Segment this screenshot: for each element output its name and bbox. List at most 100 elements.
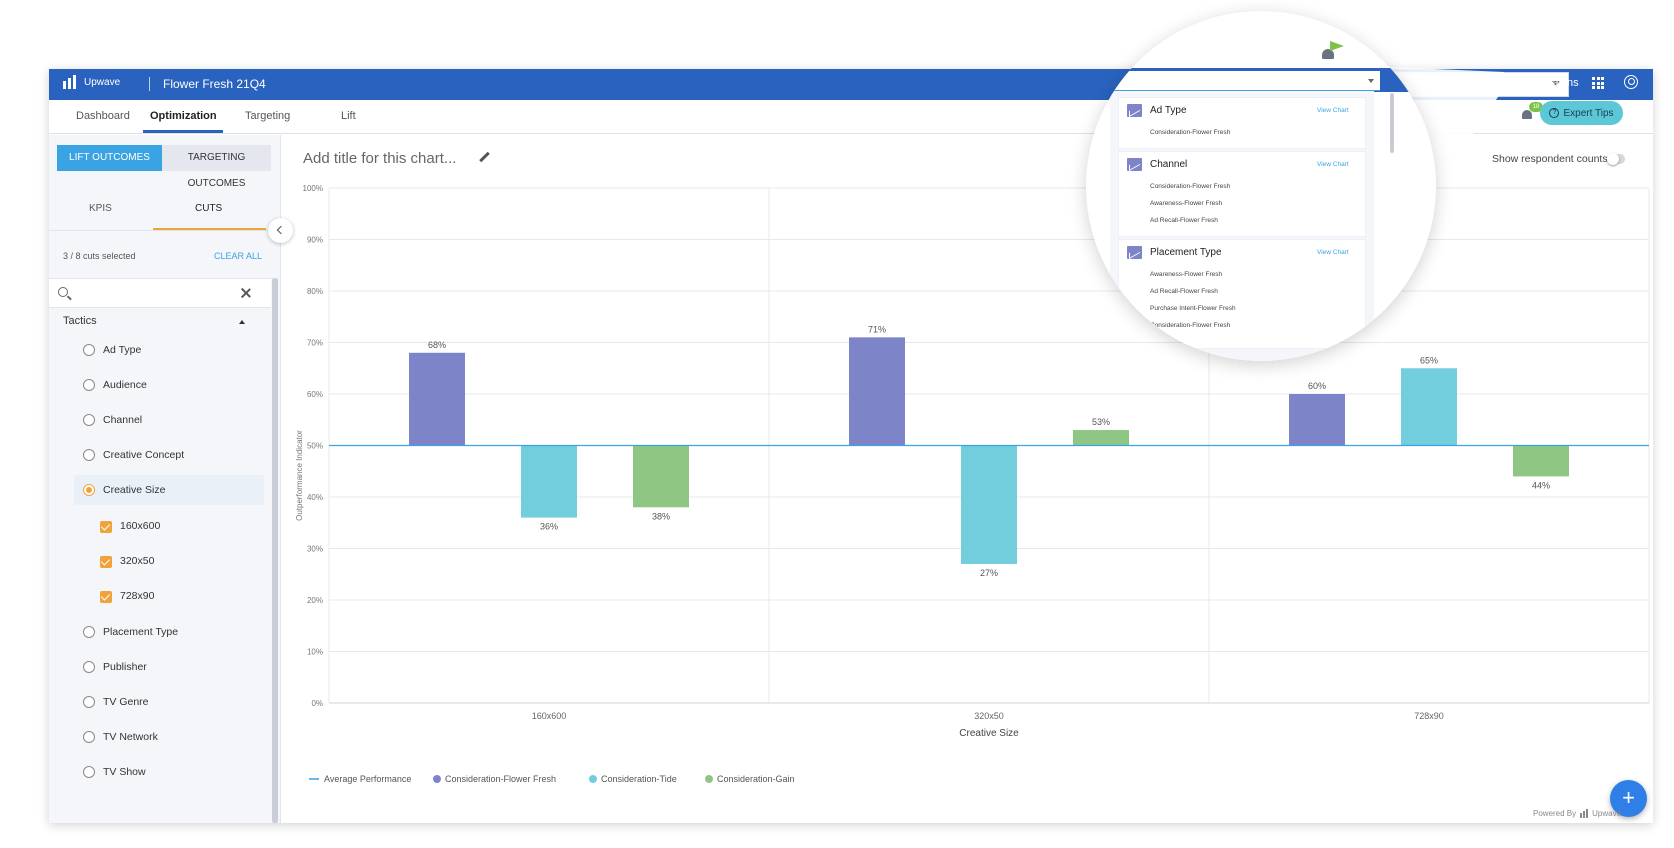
dropdown-selected-value: All <box>1112 75 1121 84</box>
tab-cuts[interactable]: CUTS <box>195 203 223 214</box>
cuts-search-input[interactable] <box>49 278 271 308</box>
group-item[interactable]: Awareness-Flower Fresh <box>1150 271 1223 278</box>
bar <box>1073 430 1129 446</box>
x-tick-label: 160x600 <box>532 711 567 721</box>
sidebar-subtabs: KPIS CUTS <box>49 183 280 231</box>
cut-option-channel[interactable]: Channel <box>74 405 264 435</box>
y-tick-label: 20% <box>307 596 323 605</box>
data-label: 71% <box>868 324 886 334</box>
bar <box>633 445 689 508</box>
checkbox-728x90[interactable] <box>100 591 112 603</box>
clear-all-link[interactable]: CLEAR ALL <box>214 251 263 261</box>
cuts-sidebar: LIFT OUTCOMES TARGETING OUTCOMES KPIS CU… <box>49 135 281 823</box>
bar <box>1289 394 1345 446</box>
powered-by-label: Powered By <box>1533 809 1577 818</box>
dropdown-caret-icon <box>1368 79 1374 83</box>
legend-marker <box>705 775 713 783</box>
group-item[interactable]: Consideration-Flower Fresh <box>1150 322 1231 329</box>
radio-icon[interactable] <box>83 766 95 778</box>
view-chart-link[interactable]: View Chart <box>1317 107 1349 114</box>
option-label: Publisher <box>103 661 147 673</box>
radio-icon[interactable] <box>83 731 95 743</box>
group-name: Placement Type <box>1150 247 1222 258</box>
option-label: Channel <box>103 414 143 426</box>
group-item[interactable]: Awareness-Flower Fresh <box>1150 200 1223 207</box>
tab-optimization[interactable]: Optimization <box>150 110 217 122</box>
targeting-outcomes-button[interactable]: TARGETING OUTCOMES <box>162 145 271 189</box>
group-item[interactable]: Consideration-Flower Fresh <box>1150 129 1231 136</box>
dropdown-scrollbar[interactable] <box>1390 93 1394 153</box>
view-chart-link[interactable]: View Chart <box>1317 161 1349 168</box>
option-label: Creative Concept <box>103 449 185 461</box>
project-title: Flower Fresh 21Q4 <box>163 77 266 91</box>
lift-outcomes-button[interactable]: LIFT OUTCOMES <box>57 145 162 171</box>
powered-by: Powered By Upwave <box>1533 809 1621 818</box>
tactics-group-header[interactable]: Tactics <box>63 315 97 327</box>
bar <box>961 445 1017 564</box>
brand-logo[interactable]: Upwave <box>63 75 120 89</box>
data-label: 53% <box>1092 417 1110 427</box>
cut-option-creative-size[interactable]: Creative Size <box>74 475 264 505</box>
notification-bell-icon[interactable] <box>1322 41 1344 61</box>
cut-option-tv-network[interactable]: TV Network <box>74 722 264 752</box>
option-label: Audience <box>103 379 147 391</box>
radio-selected-icon[interactable] <box>83 484 95 496</box>
notifications-bell-icon[interactable]: 18 <box>1520 102 1543 122</box>
cut-option-ad-type[interactable]: Ad Type <box>74 335 264 365</box>
outcomes-toggle: LIFT OUTCOMES TARGETING OUTCOMES <box>57 145 271 189</box>
sub-option-label: 728x90 <box>120 590 155 602</box>
radio-icon[interactable] <box>83 344 95 356</box>
cut-option-publisher[interactable]: Publisher <box>74 652 264 682</box>
tab-kpis[interactable]: KPIS <box>89 203 112 214</box>
cut-option-placement-type[interactable]: Placement Type <box>74 617 264 647</box>
group-item[interactable]: Ad Recall-Flower Fresh <box>1150 288 1218 295</box>
collapse-caret-icon[interactable] <box>239 320 245 324</box>
apps-grid-icon[interactable] <box>1592 77 1604 89</box>
radio-icon[interactable] <box>83 626 95 638</box>
dropdown-group-channel[interactable]: Channel View Chart Consideration-Flower … <box>1118 151 1366 237</box>
add-fab-button[interactable]: + <box>1610 780 1647 817</box>
user-account-icon[interactable] <box>1624 75 1638 89</box>
checkbox-320x50[interactable] <box>100 556 112 568</box>
zoom-magnifier: All Ad Type View Chart Consideration-Flo… <box>1086 11 1436 361</box>
cut-option-tv-genre[interactable]: TV Genre <box>74 687 264 717</box>
dropdown-group-ad-type[interactable]: Ad Type View Chart Consideration-Flower … <box>1118 97 1366 149</box>
collapse-sidebar-button[interactable] <box>268 218 293 243</box>
dropdown-group-placement-type[interactable]: Placement Type View Chart Awareness-Flow… <box>1118 239 1366 349</box>
option-label: TV Genre <box>103 696 149 708</box>
radio-icon[interactable] <box>83 449 95 461</box>
radio-icon[interactable] <box>83 661 95 673</box>
expert-tips-button[interactable]: ? Expert Tips <box>1540 101 1623 125</box>
respondent-counts-toggle[interactable] <box>1607 153 1625 165</box>
view-chart-link[interactable]: View Chart <box>1317 249 1349 256</box>
group-item[interactable]: Ad Recall-Flower Fresh <box>1150 217 1218 224</box>
data-label: 38% <box>652 511 670 521</box>
group-item[interactable]: Purchase Intent-Flower Fresh <box>1150 305 1236 312</box>
cut-option-creative-concept[interactable]: Creative Concept <box>74 440 264 470</box>
radio-icon[interactable] <box>83 696 95 708</box>
tab-dashboard[interactable]: Dashboard <box>76 110 130 122</box>
cuts-selected-count: 3 / 8 cuts selected <box>63 251 136 261</box>
sub-option-label: 320x50 <box>120 555 155 567</box>
tab-targeting[interactable]: Targeting <box>245 110 291 122</box>
expert-tips-label: Expert Tips <box>1563 107 1614 119</box>
campaigns-link[interactable]: Campaigns <box>1523 77 1579 89</box>
respondent-counts-label: Show respondent counts <box>1492 153 1608 165</box>
bar <box>409 352 465 446</box>
group-item[interactable]: Consideration-Flower Fresh <box>1150 183 1231 190</box>
cut-option-tv-show[interactable]: TV Show <box>74 757 264 787</box>
legend-label: Average Performance <box>324 774 411 784</box>
chart-dropdown-select[interactable]: All <box>1110 71 1380 91</box>
group-name: Ad Type <box>1150 105 1187 116</box>
cut-option-audience[interactable]: Audience <box>74 370 264 400</box>
dropdown-options-list: Ad Type View Chart Consideration-Flower … <box>1110 91 1374 361</box>
tab-lift[interactable]: Lift <box>341 110 356 122</box>
checkbox-160x600[interactable] <box>100 521 112 533</box>
chart-title-placeholder[interactable]: Add title for this chart... <box>303 150 457 167</box>
sidebar-scrollbar[interactable] <box>272 278 278 823</box>
legend-label: Consideration-Tide <box>601 774 677 784</box>
radio-icon[interactable] <box>83 379 95 391</box>
y-tick-label: 100% <box>303 184 323 193</box>
option-label: Placement Type <box>103 626 179 638</box>
radio-icon[interactable] <box>83 414 95 426</box>
